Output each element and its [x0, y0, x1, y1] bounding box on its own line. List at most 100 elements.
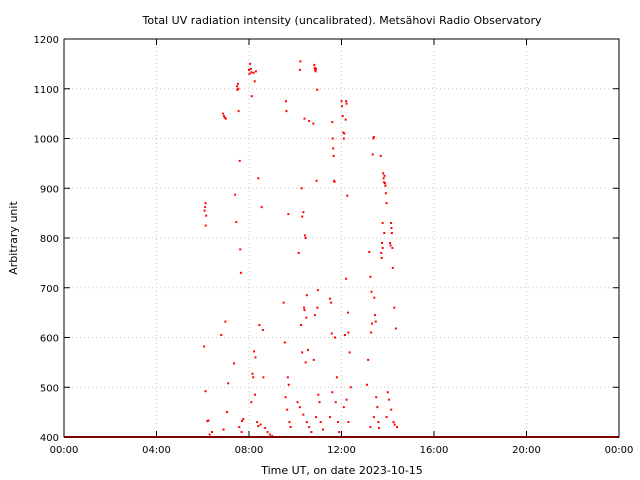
data-point	[283, 341, 286, 344]
data-point	[334, 401, 337, 404]
data-point	[207, 419, 210, 422]
data-point	[287, 383, 290, 386]
data-point	[379, 154, 382, 157]
data-point	[268, 433, 271, 436]
data-point	[224, 117, 227, 120]
data-point	[257, 425, 260, 428]
data-point	[264, 427, 267, 430]
data-point	[347, 331, 350, 334]
data-point	[370, 331, 373, 334]
data-point	[249, 62, 252, 65]
data-point	[239, 248, 242, 251]
data-point	[208, 433, 211, 436]
data-point	[250, 95, 253, 98]
data-point	[250, 71, 253, 74]
y-tick-label: 800	[40, 234, 59, 245]
data-point	[337, 421, 340, 424]
data-point	[341, 115, 344, 118]
data-point	[241, 420, 244, 423]
data-point	[248, 68, 250, 71]
data-point	[203, 209, 206, 212]
data-point	[287, 213, 290, 216]
data-point	[343, 334, 346, 337]
data-point	[371, 153, 374, 156]
data-point	[211, 431, 213, 434]
data-point	[394, 327, 397, 330]
data-point	[271, 435, 274, 438]
data-point	[236, 82, 239, 85]
data-point	[385, 416, 388, 419]
data-point	[340, 105, 343, 108]
data-point	[253, 80, 256, 83]
data-point	[250, 401, 253, 404]
data-point	[392, 421, 395, 424]
data-point	[235, 221, 238, 224]
data-point	[226, 411, 229, 414]
data-point	[330, 332, 333, 335]
grid-lines	[64, 39, 619, 437]
data-point	[393, 423, 396, 426]
data-point	[381, 246, 384, 249]
data-point	[322, 428, 324, 431]
data-point	[387, 398, 390, 401]
data-point	[316, 289, 319, 292]
data-point	[369, 275, 372, 278]
data-point	[313, 63, 316, 66]
data-point	[396, 426, 398, 429]
data-point	[316, 306, 319, 309]
data-point	[312, 358, 315, 361]
data-point	[377, 427, 380, 430]
data-point	[380, 256, 383, 259]
data-point	[331, 391, 334, 394]
data-point	[369, 426, 372, 429]
data-point	[338, 431, 341, 434]
data-point	[296, 401, 299, 404]
data-point	[302, 211, 305, 214]
data-point	[258, 324, 261, 327]
data-point	[345, 100, 348, 103]
data-point	[303, 306, 306, 309]
data-point	[372, 136, 375, 139]
data-point	[319, 421, 322, 424]
data-point	[305, 421, 308, 424]
data-point	[346, 194, 349, 197]
data-point	[331, 137, 334, 140]
data-point	[261, 329, 264, 332]
data-point	[227, 382, 230, 385]
data-point	[346, 311, 349, 314]
data-point	[382, 172, 385, 175]
data-point	[368, 250, 371, 253]
data-point	[297, 251, 300, 254]
y-tick-label: 400	[40, 433, 59, 444]
data-point	[222, 112, 225, 115]
data-point	[299, 60, 302, 63]
data-point	[266, 431, 269, 434]
data-point	[313, 66, 316, 69]
data-point	[306, 348, 309, 351]
data-point	[370, 290, 373, 293]
data-point	[340, 100, 343, 103]
data-point	[289, 426, 292, 429]
data-point	[345, 398, 348, 401]
data-point	[259, 423, 262, 426]
data-point	[248, 72, 251, 75]
data-point	[377, 421, 380, 424]
data-point	[380, 251, 383, 254]
data-point	[365, 383, 368, 386]
data-point	[286, 408, 289, 411]
data-point	[298, 68, 301, 71]
data-point	[282, 301, 285, 304]
data-point	[285, 100, 287, 103]
data-point	[335, 376, 338, 379]
plot-frame	[63, 38, 620, 438]
data-point	[223, 115, 226, 118]
data-point	[288, 421, 291, 424]
data-point	[303, 117, 306, 120]
data-point	[235, 85, 238, 88]
data-point	[347, 421, 350, 424]
data-point	[315, 179, 318, 182]
data-point	[310, 431, 313, 434]
data-point	[252, 376, 255, 379]
data-point	[315, 416, 318, 419]
